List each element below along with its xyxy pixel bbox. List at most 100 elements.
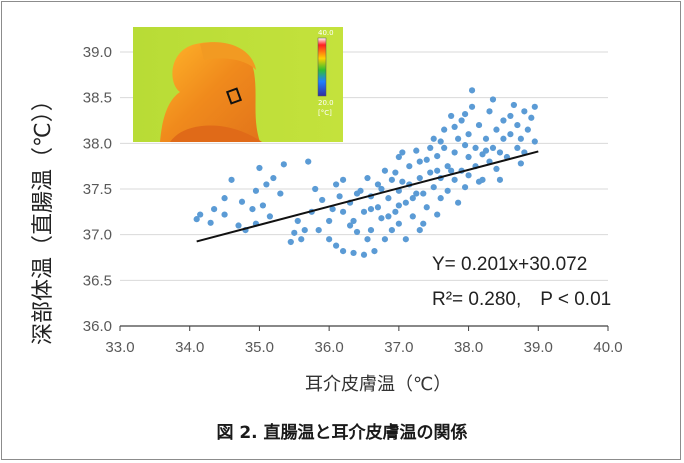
data-point [360,251,368,258]
data-point [455,135,462,142]
thermal-scale-unit: [°C] [318,109,332,117]
data-point [416,158,423,165]
data-point [451,149,458,156]
data-point [221,195,228,202]
data-point [319,196,326,204]
regression-line [196,150,539,243]
data-point [423,204,430,211]
data-point [374,204,382,211]
data-point [287,238,294,246]
data-point [360,208,368,215]
data-point [444,187,451,194]
data-point [350,217,357,225]
data-point [374,181,382,188]
data-point [430,135,437,142]
data-point [441,144,448,151]
y-tick-label: 37.5 [83,181,112,198]
data-point [235,222,242,229]
data-point [357,187,364,194]
data-point [461,111,469,118]
x-tick-label: 36.0 [315,339,344,356]
data-point [493,126,500,133]
data-point [388,227,395,234]
axes: 36.0 36.5 37.0 37.5 38.0 38.5 39.0 33.0 34.0 35.0… [83,44,623,356]
data-point [263,181,270,188]
data-point [496,176,504,183]
data-point [528,114,535,121]
data-point [434,211,441,218]
data-point [514,144,521,151]
regression-stats: R²= 0.280, P < 0.01 [432,289,611,310]
data-point [434,167,441,174]
data-point [493,165,500,173]
data-point [514,121,521,129]
data-point [249,205,256,213]
x-tick-label: 33.0 [105,339,134,356]
data-point [402,236,409,243]
data-point [482,135,490,142]
data-point [350,249,357,257]
data-point [465,172,472,179]
data-point [500,135,507,142]
data-point [441,126,448,133]
data-point [252,187,260,194]
data-point [399,149,406,156]
data-point [259,202,267,209]
data-point [277,190,284,197]
x-tick-label: 38.0 [454,339,483,356]
x-axis-label: 耳介皮膚温（℃） [305,374,451,395]
data-point [385,195,392,202]
data-point [333,181,340,188]
data-point [294,217,301,225]
data-point [420,190,427,197]
regression-equation: Y= 0.201x+30.072 [432,254,587,275]
regression-line-group [196,150,539,243]
data-point [468,87,476,94]
data-point [395,202,402,209]
data-point [406,163,413,170]
data-point [228,176,235,183]
data-point [420,220,427,227]
data-point [507,112,514,120]
x-tick-label: 35.0 [245,339,274,356]
data-point [482,147,490,154]
y-tick-label: 38.0 [83,135,112,152]
data-point [517,160,524,167]
data-point [531,138,538,145]
data-point [458,117,465,124]
data-point [395,220,402,227]
data-point [461,142,469,149]
x-tick-label: 37.0 [384,339,413,356]
data-point [475,121,483,129]
data-point [280,161,287,168]
data-point [475,178,483,185]
data-point [367,205,375,213]
data-point [496,149,504,156]
y-tick-label: 36.5 [83,272,112,289]
data-point [409,213,416,220]
data-point [193,216,200,223]
data-point [423,156,430,163]
data-point [381,236,389,243]
thermal-scale-min: 20.0 [318,99,334,107]
data-point [437,195,444,202]
data-point [364,174,371,182]
data-point [413,190,420,197]
data-point [329,205,336,213]
data-point [207,219,214,226]
data-points [193,87,538,258]
data-point [336,193,343,200]
data-point [521,108,528,115]
data-point [455,199,462,206]
data-point [326,217,333,225]
data-point [381,167,389,174]
data-point [378,215,385,222]
data-point [392,208,399,215]
data-point [427,144,434,151]
data-point [371,248,378,255]
data-point [392,169,399,176]
data-point [270,174,277,182]
data-point [409,195,416,202]
data-point [339,176,347,183]
